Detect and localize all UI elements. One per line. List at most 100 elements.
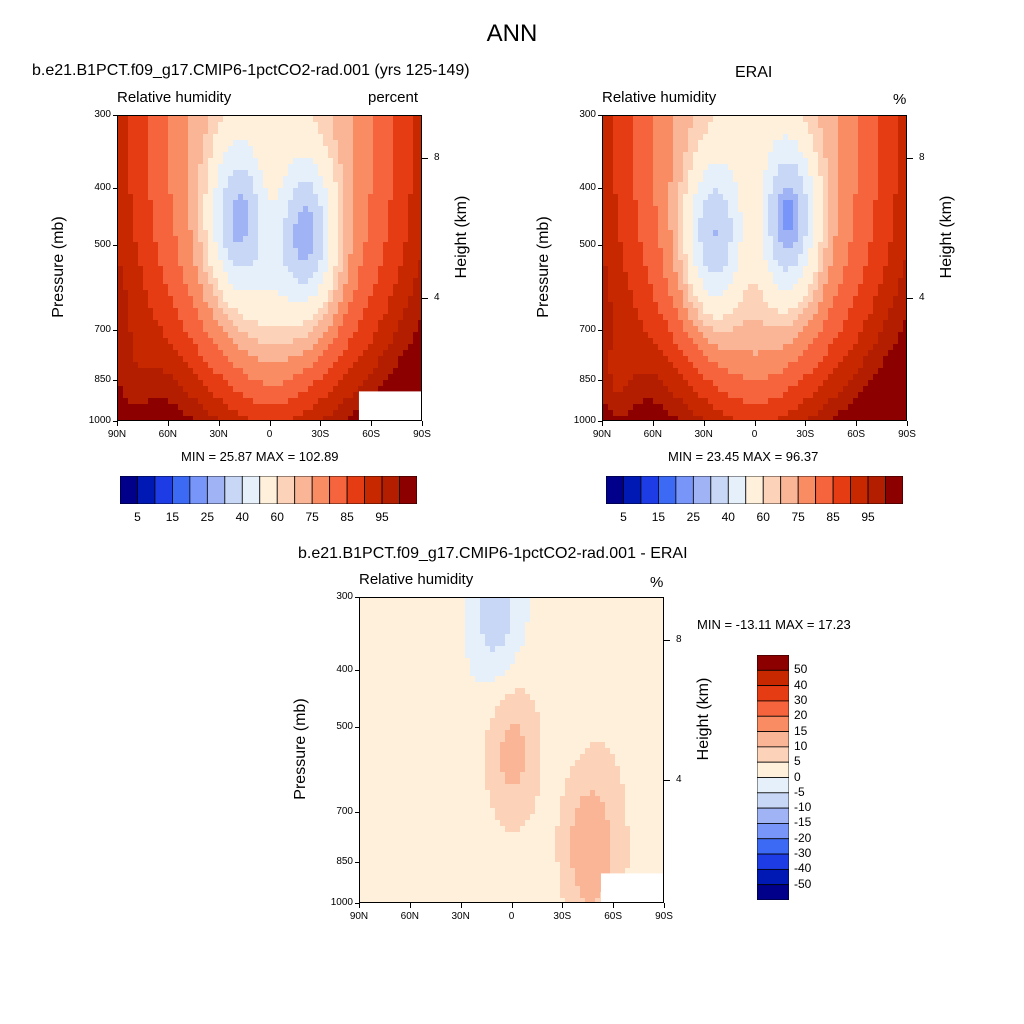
field-cell [673,146,679,153]
field-cell [143,314,149,321]
field-cell [318,308,324,315]
field-cell [288,206,294,213]
field-cell [343,248,349,255]
field-cell [243,206,249,213]
field-cell [623,152,629,159]
field-cell [373,272,379,279]
field-cell [258,332,264,339]
field-cell [208,296,214,303]
field-cell [148,410,154,417]
field-cell [158,242,164,249]
field-cell [233,296,239,303]
field-cell [148,188,154,195]
field-cell [303,290,309,297]
field-cell [143,218,149,225]
field-cell [738,194,744,201]
field-cell [793,194,799,201]
field-cell [708,290,714,297]
field-cell [843,206,849,213]
field-cell [253,230,259,237]
field-cell [308,236,314,243]
field-cell [863,146,869,153]
field-cell [393,248,399,255]
field-cell [123,188,129,195]
field-cell [688,278,694,285]
field-cell [268,344,274,351]
field-cell [858,116,864,123]
panel-model-xtick [371,421,373,426]
field-cell [653,224,659,231]
field-cell [778,260,784,267]
field-cell [408,290,414,297]
field-cell [298,296,304,303]
field-cell [158,188,164,195]
field-cell [258,302,264,309]
field-cell [313,266,319,273]
field-cell [688,218,694,225]
field-cell [413,320,419,327]
field-cell [383,266,389,273]
field-cell [808,194,814,201]
field-cell [608,224,614,231]
field-cell [678,284,684,291]
field-cell [368,350,374,357]
field-cell [733,146,739,153]
field-cell [378,152,384,159]
field-cell [128,386,134,393]
field-cell [258,182,264,189]
field-cell [233,272,239,279]
field-cell [178,248,184,255]
field-cell [203,320,209,327]
field-cell [188,404,194,411]
field-cell [393,344,399,351]
field-cell [388,230,394,237]
field-cell [343,122,349,129]
field-cell [778,248,784,255]
field-cell [393,200,399,207]
field-cell [848,188,854,195]
field-cell [683,254,689,261]
field-cell [733,206,739,213]
field-cell [193,344,199,351]
field-cell [258,248,264,255]
field-cell [153,164,159,171]
field-cell [263,182,269,189]
field-cell [368,320,374,327]
field-cell [668,146,674,153]
field-cell [258,320,264,327]
panel-obs-field [603,116,906,420]
field-cell [163,152,169,159]
field-cell [623,116,629,123]
field-cell [733,116,739,123]
field-cell [868,266,874,273]
field-cell [353,248,359,255]
field-cell [268,200,274,207]
field-cell [263,128,269,135]
field-cell [388,140,394,147]
field-cell [128,128,134,135]
field-cell [118,206,124,213]
field-cell [228,344,234,351]
field-cell [833,290,839,297]
field-cell [308,158,314,165]
field-cell [768,164,774,171]
field-cell [793,266,799,273]
field-cell [808,164,814,171]
field-cell [323,320,329,327]
field-cell [118,212,124,219]
field-cell [743,134,749,141]
field-cell [278,212,284,219]
field-cell [293,404,299,411]
field-cell [193,326,199,333]
field-cell [783,122,789,129]
field-cell [138,146,144,153]
field-cell [378,374,384,381]
field-cell [178,326,184,333]
panel-model-ytick [113,115,117,116]
field-cell [658,200,664,207]
field-cell [823,116,829,123]
field-cell [198,338,204,345]
field-cell [413,350,419,357]
field-cell [418,362,421,369]
field-cell [353,122,359,129]
